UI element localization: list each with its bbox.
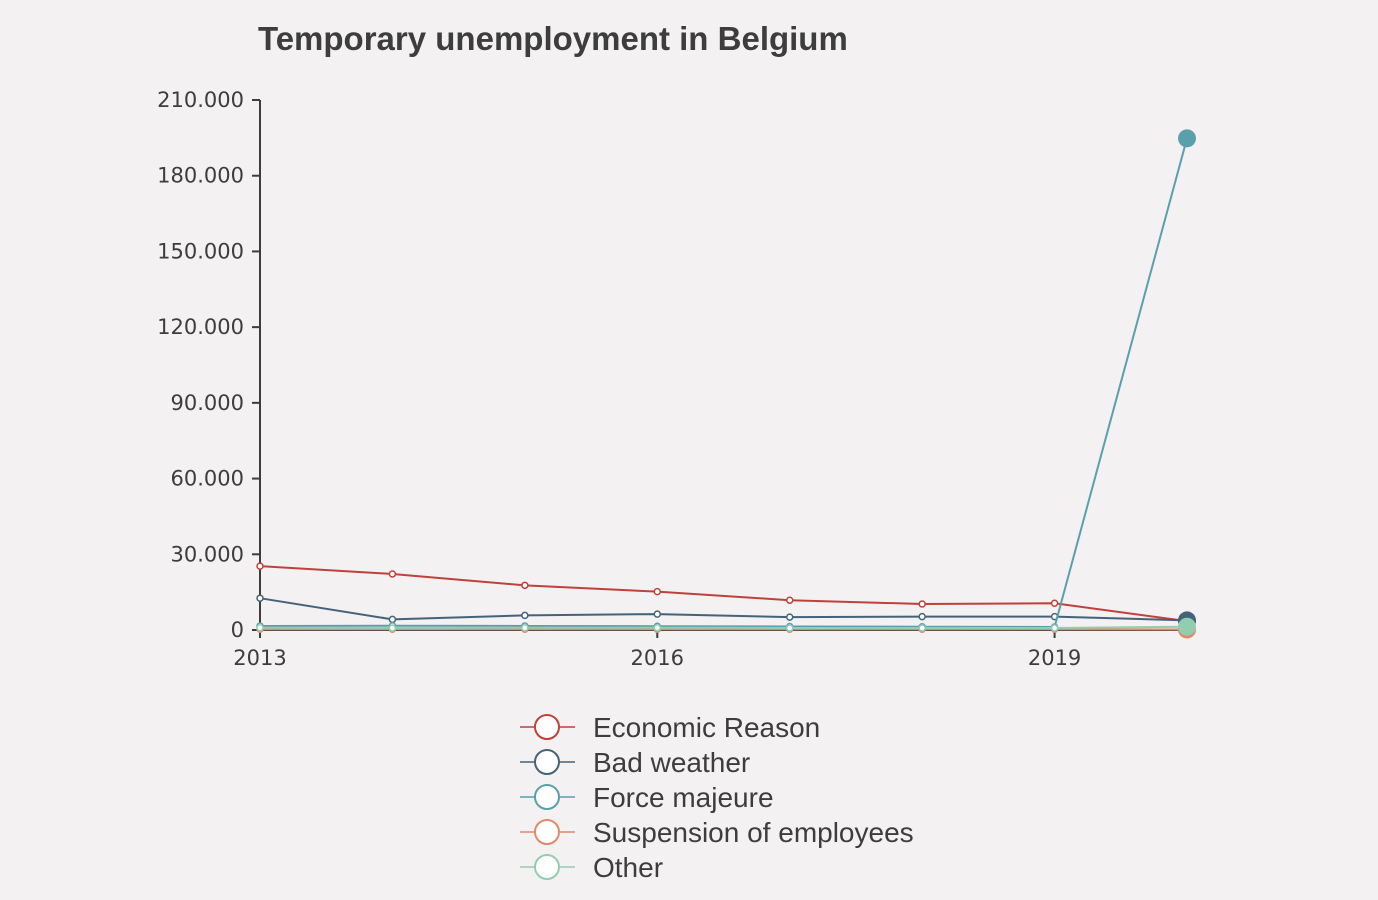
y-tick-label: 180.000	[157, 164, 244, 188]
chart-title: Temporary unemployment in Belgium	[258, 20, 848, 57]
data-point	[785, 624, 794, 632]
series-group	[256, 129, 1196, 639]
axes: 0 30.000 60.000 90.000 120.000 150.000 180.000…	[157, 88, 1187, 670]
legend-item-suspension-of-employees: Suspension of employees	[520, 817, 914, 848]
x-tick-label: 2016	[631, 646, 684, 670]
data-point	[388, 624, 397, 632]
series-line-economic-reason	[259, 565, 1188, 623]
data-point	[521, 623, 529, 632]
data-point	[1050, 624, 1059, 632]
y-tick-label: 210.000	[157, 88, 244, 112]
data-point	[1050, 599, 1059, 607]
legend-item-other: Other	[520, 852, 663, 883]
data-point	[653, 587, 662, 596]
x-tick-label: 2019	[1028, 646, 1081, 670]
y-tick-label: 150.000	[157, 239, 244, 263]
data-point	[256, 594, 264, 602]
series-other	[256, 617, 1196, 636]
legend: Economic Reason Bad weather Force majeure S…	[520, 712, 914, 883]
legend-item-economic-reason: Economic Reason	[520, 712, 820, 743]
data-point	[918, 624, 926, 632]
data-point	[918, 612, 926, 621]
legend-item-force-majeure: Force majeure	[520, 782, 774, 813]
data-point	[1178, 617, 1196, 636]
legend-swatch-marker	[534, 749, 560, 775]
y-tick-label: 60.000	[171, 467, 244, 491]
legend-swatch-marker	[534, 784, 560, 810]
y-tick-label: 120.000	[157, 315, 244, 339]
data-point	[918, 600, 926, 608]
y-tick-label: 30.000	[171, 542, 244, 566]
legend-swatch-marker	[534, 819, 560, 845]
series-line-force-majeure	[259, 138, 1188, 628]
data-point	[521, 611, 529, 620]
series-line-other	[259, 625, 1188, 629]
series-force-majeure	[256, 129, 1196, 631]
legend-label: Other	[593, 852, 663, 883]
legend-label: Bad weather	[593, 747, 750, 778]
legend-label: Economic Reason	[593, 712, 820, 743]
data-point	[653, 623, 662, 632]
legend-swatch-marker	[534, 714, 560, 740]
legend-label: Suspension of employees	[593, 817, 914, 848]
legend-swatch-marker	[534, 854, 560, 880]
x-tick-label: 2013	[233, 646, 286, 670]
data-point	[256, 623, 264, 632]
data-point	[521, 581, 529, 590]
data-point	[256, 562, 264, 570]
data-point	[785, 596, 794, 604]
y-tick-label: 0	[231, 618, 244, 642]
series-line-bad-weather	[259, 597, 1188, 622]
data-point	[388, 570, 397, 578]
data-point	[388, 615, 397, 624]
legend-item-bad-weather: Bad weather	[520, 747, 750, 778]
legend-label: Force majeure	[593, 782, 774, 813]
data-point	[785, 613, 794, 621]
data-point	[653, 610, 662, 618]
data-point	[1178, 129, 1196, 148]
y-tick-label: 90.000	[171, 391, 244, 415]
